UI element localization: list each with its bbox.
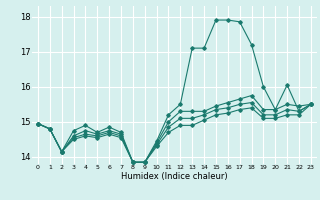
X-axis label: Humidex (Indice chaleur): Humidex (Indice chaleur) bbox=[121, 172, 228, 181]
